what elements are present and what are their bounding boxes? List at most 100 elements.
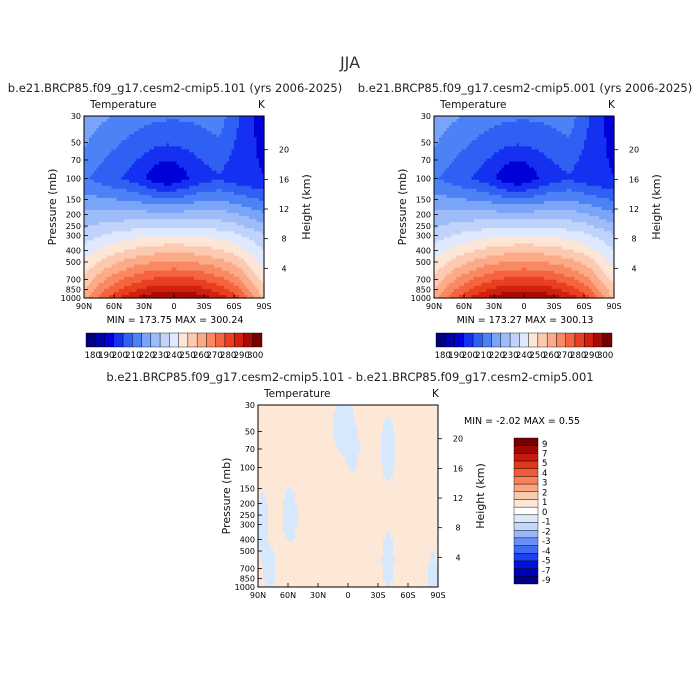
field-cell bbox=[121, 228, 125, 232]
field-cell bbox=[86, 228, 90, 232]
field-cell bbox=[99, 149, 103, 153]
field-cell bbox=[139, 252, 143, 257]
field-cell bbox=[141, 234, 145, 238]
x-tick-label: 30N bbox=[136, 302, 152, 311]
field-cell bbox=[89, 276, 93, 281]
field-cell bbox=[134, 179, 138, 184]
field-cell bbox=[126, 149, 130, 153]
field-cell bbox=[84, 216, 88, 220]
field-cell bbox=[139, 137, 143, 141]
field-cell bbox=[96, 200, 100, 205]
field-cell bbox=[136, 258, 140, 263]
field-cell bbox=[116, 140, 120, 144]
field-cell bbox=[94, 216, 98, 220]
field-cell bbox=[126, 188, 130, 193]
field-cell bbox=[134, 228, 138, 232]
field-cell bbox=[129, 140, 133, 144]
field-cell bbox=[84, 119, 88, 123]
field-cell bbox=[109, 210, 113, 214]
field-cell bbox=[124, 125, 128, 129]
field-cell bbox=[99, 225, 103, 229]
field-cell bbox=[116, 219, 120, 223]
field-cell bbox=[89, 219, 93, 223]
field-cell bbox=[126, 158, 130, 163]
field-cell bbox=[84, 182, 88, 187]
field-cell bbox=[104, 134, 108, 138]
field-cell bbox=[101, 179, 105, 184]
field-cell bbox=[104, 261, 108, 266]
field-cell bbox=[136, 261, 140, 266]
field-cell bbox=[104, 246, 108, 251]
field-cell bbox=[106, 294, 110, 299]
field-cell bbox=[114, 270, 118, 275]
field-cell bbox=[94, 122, 98, 126]
field-cell bbox=[96, 194, 100, 199]
field-cell bbox=[106, 240, 110, 244]
field-cell bbox=[89, 243, 93, 248]
field-cell bbox=[94, 155, 98, 160]
field-cell bbox=[99, 228, 103, 232]
field-cell bbox=[89, 258, 93, 263]
field-cell bbox=[86, 125, 90, 129]
field-cell bbox=[111, 125, 115, 129]
field-cell bbox=[131, 222, 135, 226]
field-cell bbox=[114, 276, 118, 281]
field-cell bbox=[124, 261, 128, 266]
field-cell bbox=[136, 216, 140, 220]
field-cell bbox=[89, 213, 93, 217]
field-cell bbox=[99, 131, 103, 135]
field-cell bbox=[141, 200, 145, 205]
field-cell bbox=[94, 213, 98, 217]
field-cell bbox=[121, 261, 125, 266]
field-cell bbox=[136, 125, 140, 129]
field-cell bbox=[96, 270, 100, 275]
field-cell bbox=[91, 122, 95, 126]
field-cell bbox=[116, 203, 120, 208]
field-cell bbox=[134, 252, 138, 257]
field-cell bbox=[89, 282, 93, 287]
field-cell bbox=[134, 237, 138, 241]
field-cell bbox=[91, 125, 95, 129]
field-cell bbox=[141, 225, 145, 229]
field-cell bbox=[126, 119, 130, 123]
field-cell bbox=[119, 264, 123, 269]
field-cell bbox=[89, 179, 93, 184]
field-cell bbox=[141, 167, 145, 172]
field-cell bbox=[134, 140, 138, 144]
field-cell bbox=[131, 255, 135, 260]
field-cell bbox=[111, 200, 115, 205]
field-cell bbox=[124, 225, 128, 229]
field-cell bbox=[101, 131, 105, 135]
field-cell bbox=[89, 173, 93, 178]
field-cell bbox=[141, 131, 145, 135]
field-cell bbox=[104, 219, 108, 223]
field-cell bbox=[131, 252, 135, 257]
field-cell bbox=[104, 170, 108, 175]
field-cell bbox=[104, 210, 108, 214]
field-cell bbox=[96, 267, 100, 272]
field-cell bbox=[86, 237, 90, 241]
field-cell bbox=[99, 219, 103, 223]
field-cell bbox=[124, 161, 128, 166]
field-cell bbox=[114, 261, 118, 266]
field-cell bbox=[131, 261, 135, 266]
field-cell bbox=[126, 152, 130, 157]
field-cell bbox=[139, 185, 143, 190]
field-cell bbox=[129, 164, 133, 169]
y-tick-label: 250 bbox=[66, 222, 81, 231]
field-cell bbox=[116, 234, 120, 238]
field-cell bbox=[139, 125, 143, 129]
field-cell bbox=[106, 149, 110, 153]
field-cell bbox=[84, 116, 88, 120]
field-cell bbox=[114, 264, 118, 269]
field-cell bbox=[124, 288, 128, 293]
field-cell bbox=[139, 294, 143, 299]
y-tick-label: 150 bbox=[66, 196, 81, 205]
field-cell bbox=[104, 143, 108, 147]
field-cell bbox=[121, 170, 125, 175]
field-cell bbox=[101, 294, 105, 299]
field-cell bbox=[104, 282, 108, 287]
field-cell bbox=[106, 258, 110, 263]
field-cell bbox=[96, 128, 100, 132]
field-cell bbox=[139, 200, 143, 205]
